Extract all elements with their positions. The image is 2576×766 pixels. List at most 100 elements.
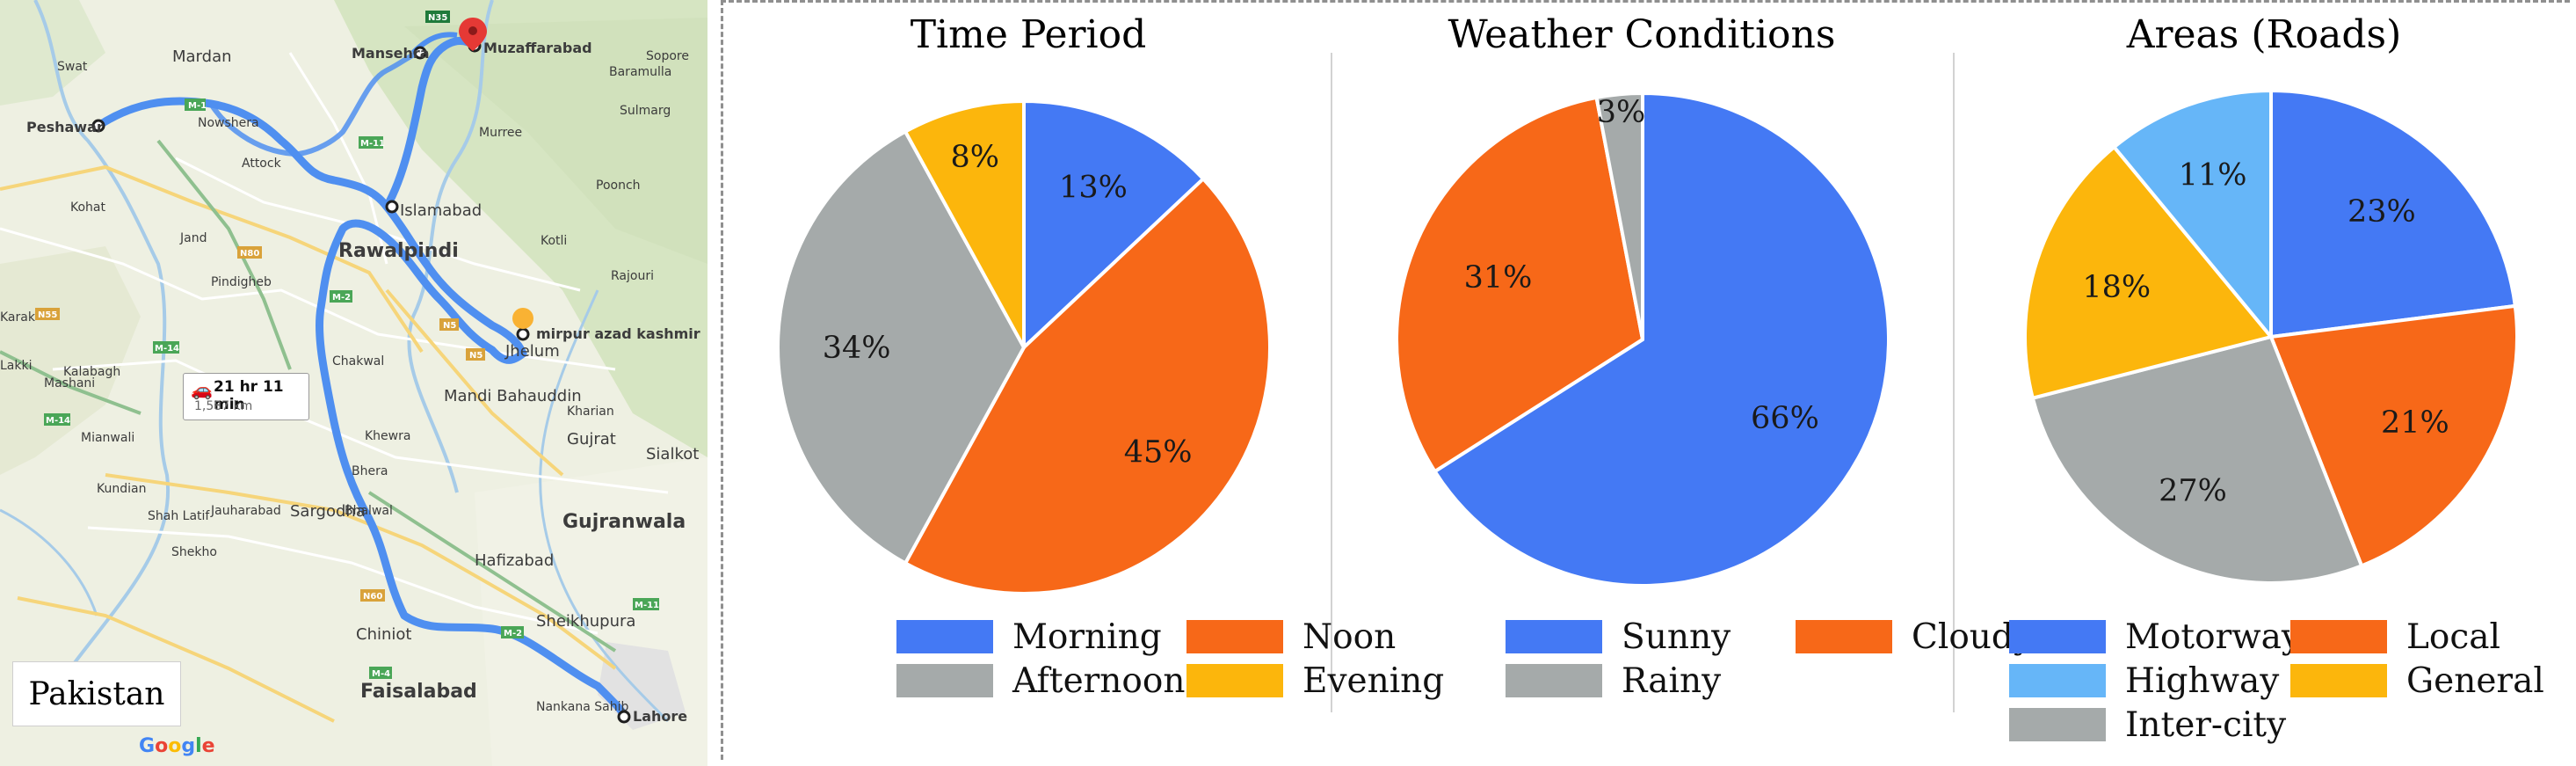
chart-time-period: Time Period 13% 45% 34% 8% Morning Noon After… [729,0,1444,766]
pie-label-local: 21% [2381,405,2449,441]
map-label-baramulla: Baramulla [609,65,671,79]
legend-label: Motorway [2125,616,2301,657]
map-label-lakki: Lakki [0,359,32,373]
pie-slice-inter-city[interactable] [2030,335,2364,585]
country-label: Pakistan [12,661,181,726]
map-label-sulmarg: Sulmarg [620,104,671,118]
legend-item-morning[interactable]: Morning [896,616,1162,657]
pie-label-highway: 11% [2179,158,2247,193]
svg-text:N5: N5 [443,321,456,331]
map-label-jauharabad: Jauharabad [210,504,281,518]
pie-slice-noon[interactable] [903,177,1272,594]
pie-slice-highway[interactable] [2112,89,2273,339]
svg-text:M-1: M-1 [188,101,207,111]
pie-label-noon: 45% [1124,434,1193,470]
route-map[interactable]: M-1 N35 M-11 N80 N55 M-14 M-2 N5 N5 N60 … [0,0,707,766]
legend-label: Morning [1012,616,1162,657]
map-label-jhelum: Jhelum [504,342,560,361]
pie-slice-morning[interactable] [1022,99,1206,349]
legend-item-rainy[interactable]: Rainy [1506,660,1722,701]
map-label-pindigheb: Pindigheb [211,275,272,289]
route-line [94,97,628,721]
map-label-shekho: Shekho [171,545,217,559]
pie-label-inter-city: 27% [2159,474,2227,509]
pie-slice-rainy[interactable] [1594,91,1644,341]
legend-swatch [2290,664,2387,697]
legend-item-afternoon[interactable]: Afternoon [896,660,1186,701]
pie-slice-local[interactable] [2269,303,2519,568]
map-label-mashani: Mashani [44,376,95,390]
panel-separator [1331,53,1332,712]
pie-label-afternoon: 34% [823,331,891,366]
legend-item-sunny[interactable]: Sunny [1506,617,1731,657]
map-label-islamabad: Islamabad [400,201,482,220]
map-label-nowshera: Nowshera [198,116,259,130]
map-label-lahore: Lahore [633,708,687,725]
svg-text:N60: N60 [363,592,382,602]
legend-item-local[interactable]: Local [2290,616,2500,657]
pie-slice-sunny[interactable] [1433,91,1890,587]
legend-swatch [1186,620,1283,653]
map-label-murree: Murree [479,126,522,140]
map-label-chakwal: Chakwal [332,354,384,368]
map-label-muzaffarabad: Muzaffarabad [483,40,592,56]
svg-text:N5: N5 [469,351,483,361]
route-distance: 1,587 km [194,399,253,413]
legend-swatch [1506,620,1602,653]
svg-text:M-11: M-11 [360,139,385,149]
legend-swatch [896,664,993,697]
map-label-swat: Swat [57,60,88,74]
chart-title: Weather Conditions [1448,12,1836,57]
panel-separator [1953,53,1955,712]
route-duration: 21 hr 11 min [214,378,284,413]
route-info-box[interactable]: 🚗 21 hr 11 min 1,587 km [183,373,309,420]
legend-item-motorway[interactable]: Motorway [2009,616,2301,657]
map-label-bhalwal: Bhalwal [345,504,393,518]
pie-slice-motorway[interactable] [2269,89,2517,339]
legend-label: Evening [1303,660,1445,701]
legend-item-inter-city[interactable]: Inter-city [2009,705,2286,745]
map-label-kohat: Kohat [70,201,106,215]
svg-text:M-11: M-11 [635,601,659,610]
legend-swatch [1506,664,1602,697]
map-label-kalabagh: Kalabagh [63,365,120,379]
car-icon: 🚗 [191,379,213,400]
legend-swatch [896,620,993,653]
legend-label: Rainy [1622,660,1722,701]
map-label-mardan: Mardan [172,47,232,66]
map-label-kundian: Kundian [97,482,146,496]
map-label-kharian: Kharian [567,405,614,419]
pie-slice-general[interactable] [2023,145,2273,400]
svg-text:M-2: M-2 [332,293,351,303]
map-label-sialkot: Sialkot [646,445,699,463]
map-label-khewra: Khewra [365,429,410,443]
map-label-mirpur: mirpur azad kashmir [536,325,700,342]
pie-slice-evening[interactable] [903,99,1026,349]
svg-text:M-4: M-4 [372,669,390,679]
map-watermark: Google [139,735,215,757]
pie-label-evening: 8% [951,140,1000,175]
legend-label: Highway [2125,660,2280,701]
pie-chart: 13% 45% 34% 8% [776,99,1272,594]
legend-label: Local [2406,616,2500,657]
map-label-nankana: Nankana Sahib [536,700,628,714]
svg-text:N35: N35 [428,13,447,23]
legend-item-noon[interactable]: Noon [1186,616,1397,657]
pie-label-cloudy: 31% [1464,260,1533,295]
legend-item-general[interactable]: General [2290,661,2544,701]
legend-swatch [2290,620,2387,653]
legend-item-highway[interactable]: Highway [2009,660,2280,701]
legend-label: Afternoon [1012,660,1186,701]
pie-slice-cloudy[interactable] [1395,95,1644,474]
legend-item-evening[interactable]: Evening [1186,660,1445,701]
svg-text:N80: N80 [240,249,259,259]
pie-label-rainy: 3% [1597,95,1646,130]
pie-slice-afternoon[interactable] [776,129,1026,565]
map-label-shah-latif: Shah Latif [148,509,210,523]
map-label-poonch: Poonch [596,179,641,193]
map-label-gujranwala: Gujranwala [562,511,686,533]
chart-title: Areas (Roads) [2126,12,2402,57]
legend-label: Noon [1303,616,1397,657]
map-label-karak: Karak [0,310,36,325]
chart-weather-conditions: Weather Conditions 66% 31% 3% Sunny Cloudy R… [1334,0,2033,766]
